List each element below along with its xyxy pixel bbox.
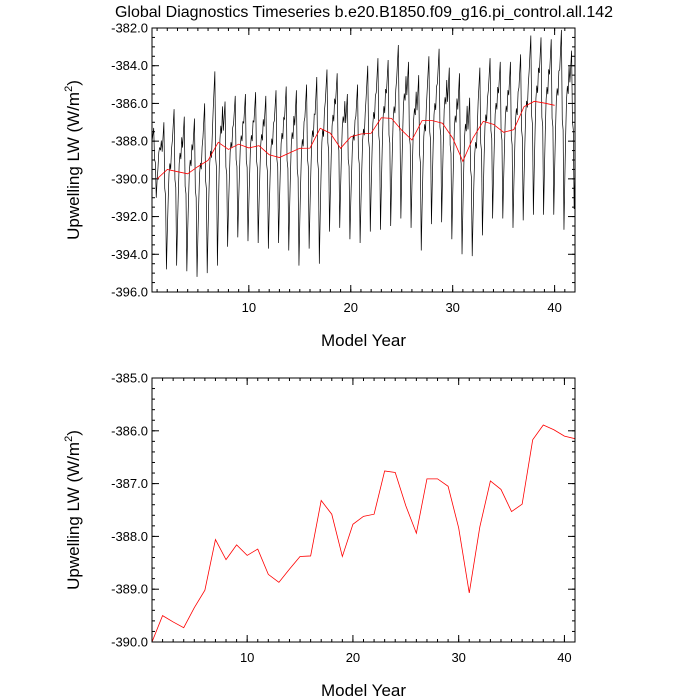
bottom-plot-frame	[151, 377, 576, 643]
x-tick-label: 20	[346, 650, 360, 665]
chart-title: Global Diagnostics Timeseries b.e20.B185…	[115, 4, 613, 21]
y-axis-title-close: )	[64, 80, 83, 86]
bottom-minor-y-ticks	[152, 377, 575, 643]
y-tick-label: -389.0	[111, 582, 148, 597]
y-tick-label: -396.0	[111, 285, 148, 300]
y-tick-label: -388.0	[111, 529, 148, 544]
series-line-monthly	[152, 29, 575, 277]
x-tick-label: 30	[451, 650, 465, 665]
y-axis-title-main: Upwelling LW (W/m	[64, 92, 83, 240]
y-tick-label: -387.0	[111, 476, 148, 491]
top-minor-y-ticks	[152, 27, 575, 293]
top-series-group	[152, 29, 575, 277]
x-axis-title: Model Year	[321, 681, 406, 700]
y-axis-title-superscript: 2	[63, 436, 75, 442]
y-axis-title-close: )	[64, 430, 83, 436]
y-tick-label: -388.0	[111, 134, 148, 149]
x-axis-title: Model Year	[321, 331, 406, 350]
y-tick-label: -390.0	[111, 171, 148, 186]
bottom-panel: 10 20 30 40 -390.0 -389.0 -388.0 -387.0 -386.0 -3…	[63, 371, 576, 700]
y-tick-label: -386.0	[111, 96, 148, 111]
top-plot-frame	[151, 27, 576, 293]
bottom-series-group	[152, 424, 575, 642]
y-tick-label: -384.0	[111, 58, 148, 73]
x-tick-label: 10	[242, 300, 256, 315]
y-tick-label: -392.0	[111, 209, 148, 224]
y-tick-label: -390.0	[111, 635, 148, 650]
x-tick-label: 40	[547, 300, 561, 315]
x-tick-label: 20	[344, 300, 358, 315]
bottom-minor-x-ticks	[151, 378, 576, 642]
series-line-annual	[152, 424, 575, 642]
x-tick-label: 10	[240, 650, 254, 665]
y-axis-title-superscript: 2	[63, 86, 75, 92]
y-tick-label: -394.0	[111, 247, 148, 262]
y-tick-label: -382.0	[111, 21, 148, 36]
y-tick-label: -386.0	[111, 423, 148, 438]
top-panel: 10 20 30 40 -396.0 -394.0 -392.0 -390.0 -388.0 -3…	[63, 21, 576, 350]
y-tick-label: -385.0	[111, 371, 148, 386]
y-axis-title: Upwelling LW (W/m2)	[63, 430, 83, 590]
x-tick-label: 40	[557, 650, 571, 665]
series-line-annual	[156, 100, 555, 180]
y-axis-title-main: Upwelling LW (W/m	[64, 442, 83, 590]
y-axis-title: Upwelling LW (W/m2)	[63, 80, 83, 240]
x-tick-label: 30	[445, 300, 459, 315]
